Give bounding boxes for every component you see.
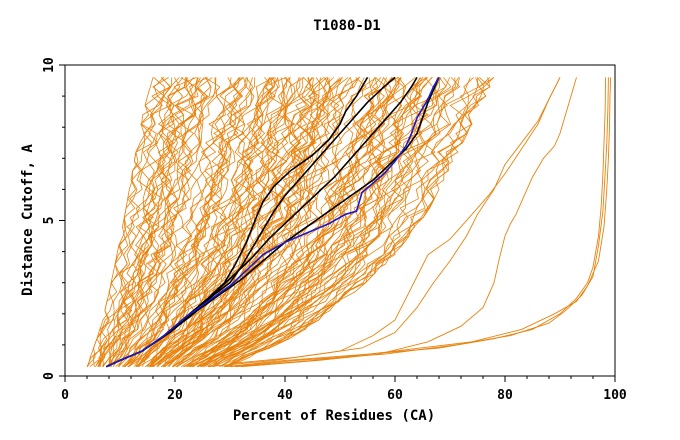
model-curve — [184, 77, 395, 368]
model-curve — [226, 77, 491, 368]
model-curve — [99, 77, 189, 367]
model-curve — [118, 77, 218, 367]
outlier-model-curve — [224, 77, 607, 368]
x-tick-label: 40 — [277, 388, 293, 403]
model-curve — [92, 77, 169, 367]
y-tick-label: 10 — [42, 57, 57, 73]
model-curve — [137, 77, 273, 367]
model-curve — [186, 77, 393, 368]
model-curve — [227, 77, 495, 368]
axes: 0 20 40 60 80 100 0 5 10 — [42, 57, 627, 403]
model-curve — [109, 77, 213, 367]
model-curve — [149, 77, 304, 368]
model-curve — [201, 77, 428, 368]
highlight-models — [105, 76, 440, 368]
outlier-model-curve — [229, 77, 609, 368]
outlier-model-curve — [235, 77, 612, 368]
model-curve — [115, 77, 232, 367]
highlight-model-curve — [105, 77, 440, 368]
best-model — [105, 76, 440, 368]
model-curve — [124, 77, 247, 368]
model-curve — [210, 77, 441, 368]
x-tick-label: 80 — [497, 388, 513, 403]
model-curve — [223, 77, 491, 368]
model-curve — [209, 77, 456, 368]
x-tick-label: 0 — [61, 388, 69, 403]
model-curve — [99, 77, 197, 367]
x-tick-label: 60 — [387, 388, 403, 403]
outlier-models — [207, 77, 612, 368]
model-curve — [203, 77, 422, 368]
model-curve — [106, 77, 211, 367]
model-curve — [182, 77, 388, 368]
model-curve — [187, 77, 388, 368]
model-curve — [226, 77, 479, 368]
model-curve — [205, 77, 441, 368]
model-curve — [183, 77, 391, 368]
model-curve — [149, 77, 294, 367]
model-curve — [176, 77, 367, 367]
model-curve — [87, 77, 154, 367]
y-axis-label: Distance Cutoff, A — [20, 144, 36, 296]
outlier-model-curve — [207, 77, 561, 368]
model-curve — [162, 77, 351, 368]
model-curve — [189, 77, 405, 368]
outlier-model-curve — [240, 77, 577, 368]
model-curve — [156, 77, 327, 367]
y-tick-label: 5 — [42, 217, 57, 225]
model-curve — [95, 77, 171, 367]
model-curve — [171, 77, 360, 367]
model-curve — [109, 77, 205, 367]
model-curve — [98, 77, 180, 367]
x-tick-label: 100 — [603, 388, 627, 403]
chart-title: T1080-D1 — [313, 18, 380, 34]
x-tick-label: 20 — [167, 388, 183, 403]
model-curve — [97, 77, 187, 367]
model-curve — [172, 77, 360, 368]
model-curve — [128, 77, 256, 367]
x-axis-label: Percent of Residues (CA) — [233, 408, 435, 424]
model-curve — [225, 77, 480, 368]
best-model-curve — [105, 76, 440, 368]
model-curve — [141, 77, 273, 367]
outlier-model-curve — [229, 77, 561, 365]
y-tick-label: 0 — [42, 372, 57, 380]
model-curve — [107, 77, 194, 367]
model-curve — [152, 77, 321, 368]
model-curve — [145, 77, 285, 368]
model-curve — [176, 77, 379, 368]
model-curve — [151, 77, 325, 368]
model-curve — [102, 77, 194, 367]
model-curve — [219, 77, 471, 368]
model-curve — [156, 77, 329, 368]
model-curve — [196, 77, 424, 368]
model-curve — [136, 77, 279, 367]
model-curve — [201, 77, 438, 368]
model-curve — [213, 77, 461, 368]
model-curve — [149, 77, 301, 367]
background-models — [86, 77, 495, 368]
model-curve — [117, 77, 241, 367]
model-curve — [227, 77, 491, 368]
model-curve — [168, 77, 349, 367]
